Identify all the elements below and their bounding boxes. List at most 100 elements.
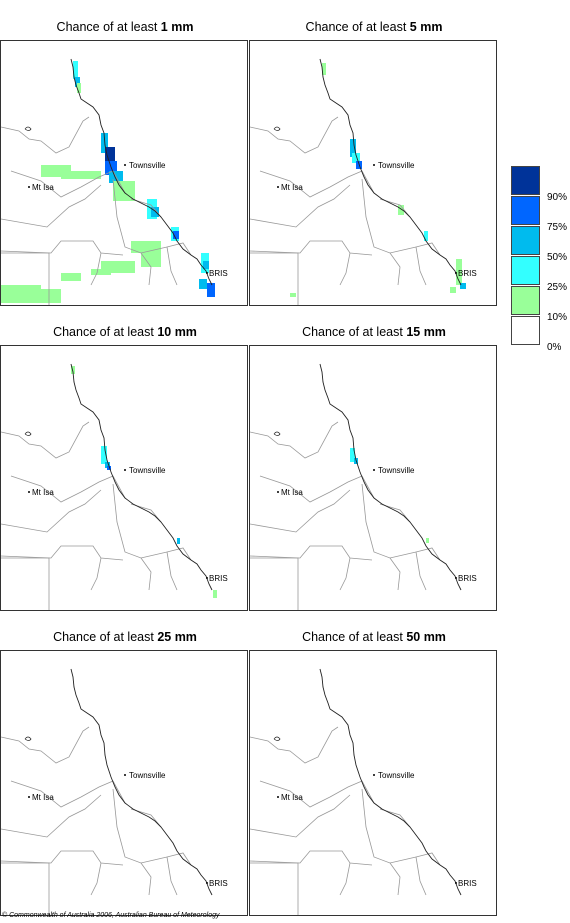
- rain-probability-area: [105, 462, 110, 468]
- island-outline: [273, 126, 281, 131]
- district-border: [379, 198, 411, 218]
- district-border: [166, 856, 178, 896]
- coastline: [319, 363, 462, 591]
- panel-title-prefix: Chance of at least: [302, 630, 407, 644]
- district-border: [389, 862, 401, 896]
- district-border: [250, 184, 351, 228]
- forecast-panel: Chance of at least 10 mm Townsville Mt Isa…: [0, 325, 250, 615]
- rain-probability-area: [107, 466, 111, 470]
- place-marker: [455, 882, 457, 884]
- coastline: [70, 668, 213, 896]
- legend-swatch: [511, 316, 540, 345]
- district-border: [415, 246, 427, 286]
- district-border: [1, 726, 90, 764]
- forecast-panel: Chance of at least 50 mm Townsville Mt Isa…: [249, 630, 499, 920]
- map-canvas: Townsville Mt Isa BRIS: [250, 58, 477, 305]
- rain-probability-area: [199, 279, 207, 289]
- district-border: [140, 862, 152, 896]
- rain-probability-area: [71, 366, 75, 374]
- brisbane-label: BRIS: [209, 574, 228, 583]
- place-marker: [206, 577, 208, 579]
- rain-probability-area: [322, 63, 326, 75]
- district-border: [10, 475, 126, 503]
- panel-title-prefix: Chance of at least: [53, 325, 158, 339]
- district-border: [415, 856, 427, 896]
- district-border: [166, 551, 178, 591]
- district-border: [1, 184, 102, 228]
- panel-title-prefix: Chance of at least: [53, 630, 158, 644]
- state-border: [1, 252, 50, 305]
- district-border: [339, 862, 351, 896]
- rain-probability-area: [352, 153, 360, 163]
- panel-title-amount: 1 mm: [160, 20, 194, 34]
- state-border: [250, 862, 299, 915]
- place-marker: [28, 796, 30, 798]
- rain-probability-area: [350, 139, 356, 157]
- rain-probability-area: [207, 283, 215, 297]
- queensland-map: Townsville Mt Isa BRIS: [249, 40, 497, 306]
- rain-probability-area: [73, 61, 78, 79]
- place-marker: [455, 577, 457, 579]
- panel-title-prefix: Chance of at least: [56, 20, 161, 34]
- state-border: [1, 862, 50, 915]
- place-marker: [373, 469, 375, 471]
- brisbane-label: BRIS: [209, 269, 228, 278]
- townsville-label: Townsville: [378, 771, 415, 780]
- district-border: [130, 503, 162, 523]
- brisbane-label: BRIS: [458, 269, 477, 278]
- forecast-panel: Chance of at least 1 mm Townsville Mt Isa B…: [0, 20, 250, 310]
- district-border: [90, 252, 102, 286]
- map-canvas: Townsville Mt Isa BRIS: [1, 668, 228, 915]
- legend-swatch: [511, 166, 540, 195]
- panel-title-amount: 15 mm: [406, 325, 446, 339]
- legend-swatch: [511, 226, 540, 255]
- panel-title-amount: 5 mm: [409, 20, 443, 34]
- rain-probability-area: [213, 590, 217, 598]
- district-border: [259, 170, 375, 198]
- district-border: [389, 252, 401, 286]
- district-border: [166, 246, 178, 286]
- townsville-label: Townsville: [378, 161, 415, 170]
- map-canvas: Townsville Mt Isa BRIS: [250, 668, 477, 915]
- place-marker: [206, 272, 208, 274]
- panel-title: Chance of at least 10 mm: [0, 325, 250, 339]
- place-marker: [124, 469, 126, 471]
- island-outline: [24, 431, 32, 436]
- townsville-label: Townsville: [129, 161, 166, 170]
- district-border: [1, 116, 90, 154]
- rain-probability-area: [173, 231, 179, 239]
- rain-probability-area: [203, 261, 209, 269]
- place-marker: [277, 796, 279, 798]
- rain-probability-area: [290, 293, 296, 297]
- district-border: [339, 252, 351, 286]
- panel-title-prefix: Chance of at least: [305, 20, 410, 34]
- district-border: [1, 794, 102, 838]
- rain-probability-area: [105, 147, 115, 169]
- district-border: [389, 557, 401, 591]
- district-border: [339, 557, 351, 591]
- island-outline: [273, 736, 281, 741]
- legend-label: 25%: [547, 282, 568, 293]
- panel-title: Chance of at least 50 mm: [249, 630, 499, 644]
- state-border: [250, 557, 299, 610]
- place-marker: [28, 491, 30, 493]
- district-border: [250, 794, 351, 838]
- rain-probability-area: [61, 171, 101, 179]
- district-border: [90, 862, 102, 896]
- map-canvas: Townsville Mt Isa BRIS: [250, 363, 477, 610]
- rain-probability-area: [350, 448, 355, 462]
- forecast-panel: Chance of at least 25 mm Townsville Mt Isa…: [0, 630, 250, 920]
- place-marker: [373, 164, 375, 166]
- rain-probability-area: [460, 283, 466, 289]
- brisbane-label: BRIS: [209, 879, 228, 888]
- mt-isa-label: Mt Isa: [281, 183, 303, 192]
- townsville-label: Townsville: [378, 466, 415, 475]
- panel-title: Chance of at least 25 mm: [0, 630, 250, 644]
- brisbane-label: BRIS: [458, 574, 477, 583]
- mt-isa-label: Mt Isa: [281, 793, 303, 802]
- place-marker: [277, 491, 279, 493]
- townsville-label: Townsville: [129, 466, 166, 475]
- map-canvas: Townsville Mt Isa BRIS: [1, 363, 228, 610]
- legend-label: 75%: [547, 222, 568, 233]
- place-marker: [373, 774, 375, 776]
